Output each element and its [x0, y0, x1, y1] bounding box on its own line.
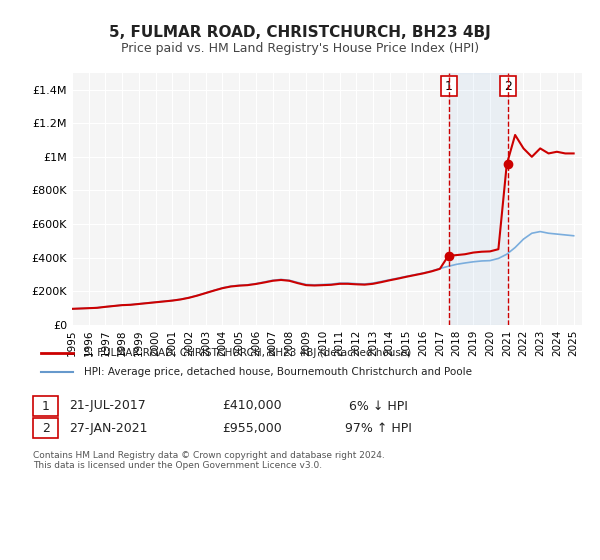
Bar [449, 73, 508, 325]
Text: HPI: Average price, detached house, Bournemouth Christchurch and Poole: HPI: Average price, detached house, Bour… [84, 367, 472, 377]
Text: 2: 2 [41, 422, 50, 435]
Text: Contains HM Land Registry data © Crown copyright and database right 2024.
This d: Contains HM Land Registry data © Crown c… [33, 451, 385, 470]
Text: 6% ↓ HPI: 6% ↓ HPI [349, 399, 407, 413]
Text: 2: 2 [504, 80, 512, 93]
Text: 27-JAN-2021: 27-JAN-2021 [69, 422, 147, 435]
Text: 21-JUL-2017: 21-JUL-2017 [70, 399, 146, 413]
Text: 5, FULMAR ROAD, CHRISTCHURCH, BH23 4BJ: 5, FULMAR ROAD, CHRISTCHURCH, BH23 4BJ [109, 25, 491, 40]
Text: Price paid vs. HM Land Registry's House Price Index (HPI): Price paid vs. HM Land Registry's House … [121, 42, 479, 55]
Text: £955,000: £955,000 [222, 422, 282, 435]
Text: 1: 1 [445, 80, 453, 93]
Text: 97% ↑ HPI: 97% ↑ HPI [344, 422, 412, 435]
Text: 5, FULMAR ROAD, CHRISTCHURCH, BH23 4BJ (detached house): 5, FULMAR ROAD, CHRISTCHURCH, BH23 4BJ (… [84, 348, 411, 358]
Text: £410,000: £410,000 [222, 399, 282, 413]
Text: 1: 1 [41, 399, 50, 413]
